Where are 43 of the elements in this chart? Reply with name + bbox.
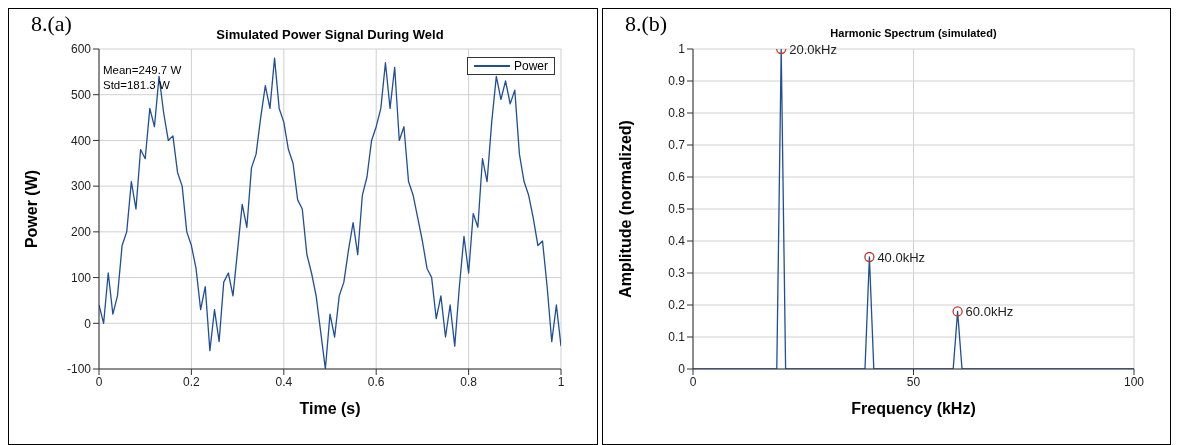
x-tick-label: 0.8 [460, 374, 478, 389]
text: 8.(a) [31, 11, 72, 37]
y-tick-label: 0.4 [668, 234, 686, 249]
text: 8.(b) [625, 11, 668, 37]
point [864, 251, 875, 263]
annotation: Mean=249.7 W [103, 63, 182, 78]
x-tick-label: 0 [95, 374, 103, 389]
y-tick-label: -100 [66, 362, 92, 377]
y-tick-label: 1 [678, 42, 686, 57]
y-tick-label: 600 [70, 42, 92, 57]
chart-title: Harmonic Spectrum (simulated) [829, 27, 998, 39]
y-tick-label: 0.3 [668, 266, 686, 281]
x-tick-label: 50 [906, 374, 921, 389]
x-axis-title: Time (s) [299, 400, 361, 417]
y-axis-title: Power (W) [22, 169, 40, 249]
annotation: 60.0kHz [965, 304, 1014, 320]
y-tick-label: 0.9 [668, 74, 686, 89]
y-tick-label: 300 [70, 179, 92, 194]
y-tick-label: 200 [70, 225, 92, 240]
y-tick-label: 400 [70, 133, 92, 148]
x-tick-label: 0.6 [367, 374, 385, 389]
y-tick-label: 0.5 [668, 202, 686, 217]
y-tick-label: 0.2 [668, 298, 686, 313]
x-tick-label: 0 [689, 374, 697, 389]
y-tick-label: 0.8 [668, 106, 686, 121]
y-axis-title: Amplitude (normalized) [616, 120, 634, 298]
y-tick-label: 0.6 [668, 170, 686, 185]
y-tick-label: 0 [678, 362, 686, 377]
y-tick-label: 0 [84, 316, 92, 331]
annotation: 20.0kHz [789, 41, 837, 57]
chart-title: Simulated Power Signal During Weld [215, 27, 445, 42]
point [952, 306, 963, 317]
y-tick-label: 500 [70, 87, 92, 102]
legend-label: Power [513, 59, 548, 73]
x-tick-label: 100 [1123, 374, 1145, 389]
x-tick-label: 0.4 [275, 374, 293, 389]
y-tick-label: 0.7 [668, 138, 686, 153]
x-tick-label: 0.2 [183, 374, 201, 389]
x-tick-label: 1 [557, 374, 565, 389]
y-tick-label: 0.1 [668, 330, 686, 345]
y-tick-label: 100 [70, 270, 92, 285]
x-axis-title: Frequency (kHz) [851, 400, 976, 417]
annotation: 40.0kHz [877, 249, 926, 265]
